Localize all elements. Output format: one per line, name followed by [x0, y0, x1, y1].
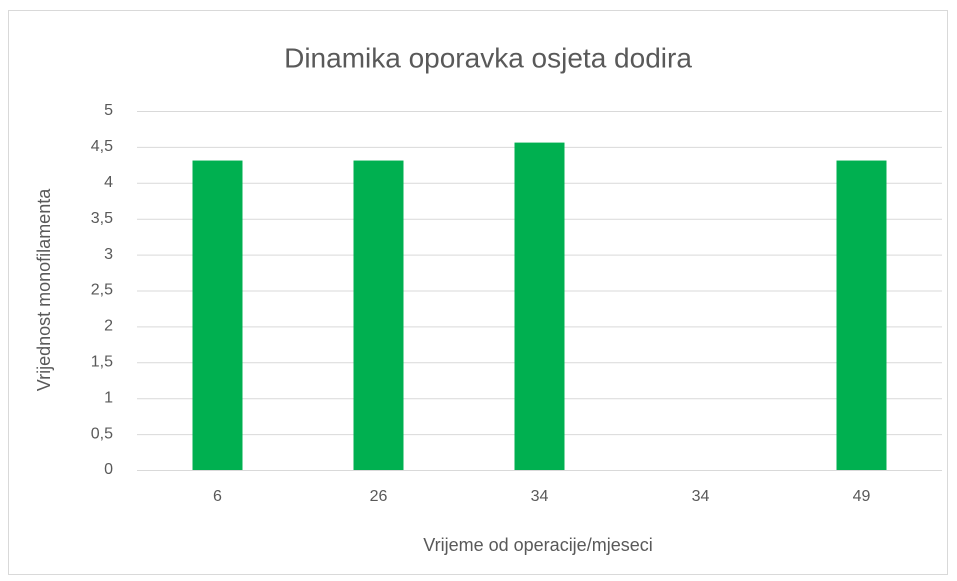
chart-title: Dinamika oporavka osjeta dodira — [284, 42, 692, 73]
y-tick-label: 1,5 — [91, 354, 113, 371]
y-tick-label: 5 — [104, 102, 113, 119]
bar — [192, 160, 243, 471]
x-tick-label: 6 — [213, 488, 222, 505]
y-tick-label: 1 — [104, 389, 113, 406]
x-axis-label: Vrijeme od operacije/mjeseci — [423, 535, 652, 555]
bar — [514, 142, 565, 471]
x-tick-label: 34 — [531, 488, 549, 505]
x-tick-label: 49 — [853, 488, 871, 505]
x-tick-label: 34 — [692, 488, 710, 505]
y-tick-label: 4,5 — [91, 138, 113, 155]
y-tick-label: 3 — [104, 246, 113, 263]
chart-border — [8, 10, 948, 575]
bar — [836, 160, 887, 471]
y-axis-label: Vrijednost monofilamenta — [34, 188, 54, 391]
y-tick-label: 4 — [104, 174, 113, 191]
bar — [353, 160, 404, 471]
x-tick-label: 26 — [370, 488, 388, 505]
y-tick-label: 2,5 — [91, 282, 113, 299]
y-tick-label: 3,5 — [91, 210, 113, 227]
y-tick-label: 2 — [104, 318, 113, 335]
y-tick-label: 0 — [104, 461, 113, 478]
y-tick-label: 0,5 — [91, 425, 113, 442]
